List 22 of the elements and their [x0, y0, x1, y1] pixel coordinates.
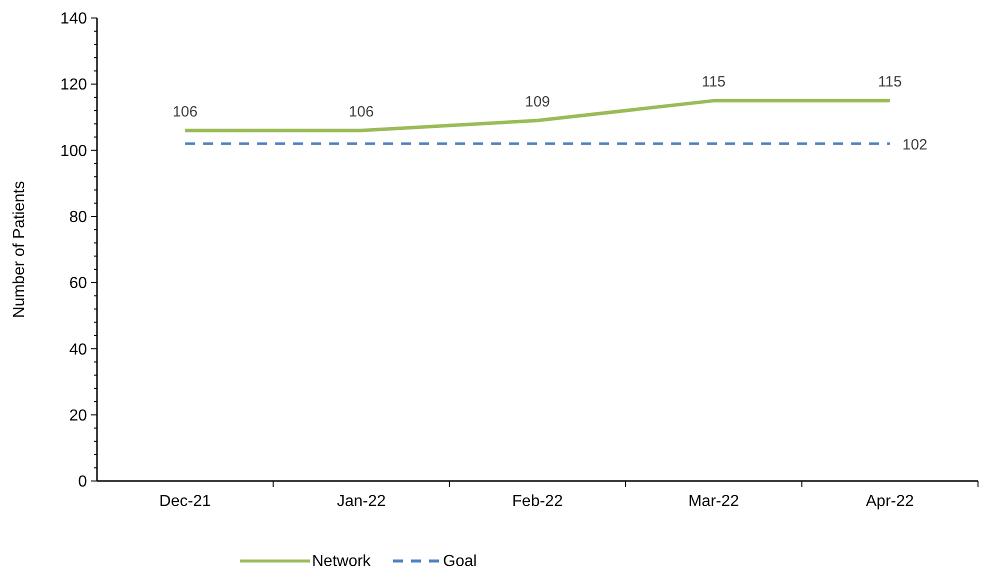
legend-label: Network	[312, 553, 372, 570]
y-tick-label: 140	[60, 10, 88, 28]
x-tick-label: Dec-21	[159, 493, 211, 510]
data-label: 109	[524, 94, 550, 111]
x-tick-label: Apr-22	[866, 493, 914, 510]
data-label: 115	[702, 74, 726, 91]
y-tick-label: 60	[69, 275, 88, 292]
x-tick-label: Feb-22	[512, 493, 563, 510]
y-tick-label: 40	[69, 341, 88, 358]
y-tick-label: 120	[60, 76, 88, 94]
data-label: 106	[172, 103, 198, 120]
y-tick-label: 80	[69, 209, 88, 226]
y-tick-label: 0	[78, 474, 88, 491]
y-tick-label: 100	[60, 142, 88, 160]
data-label: 115	[878, 74, 902, 91]
x-tick-label: Mar-22	[688, 493, 740, 510]
data-label: 106	[348, 103, 374, 120]
y-axis-title: Number of Patients	[11, 181, 28, 318]
legend-label: Goal	[443, 553, 477, 570]
x-tick-label: Jan-22	[336, 493, 386, 510]
data-label: 102	[902, 136, 928, 154]
y-tick-label: 20	[69, 407, 88, 424]
